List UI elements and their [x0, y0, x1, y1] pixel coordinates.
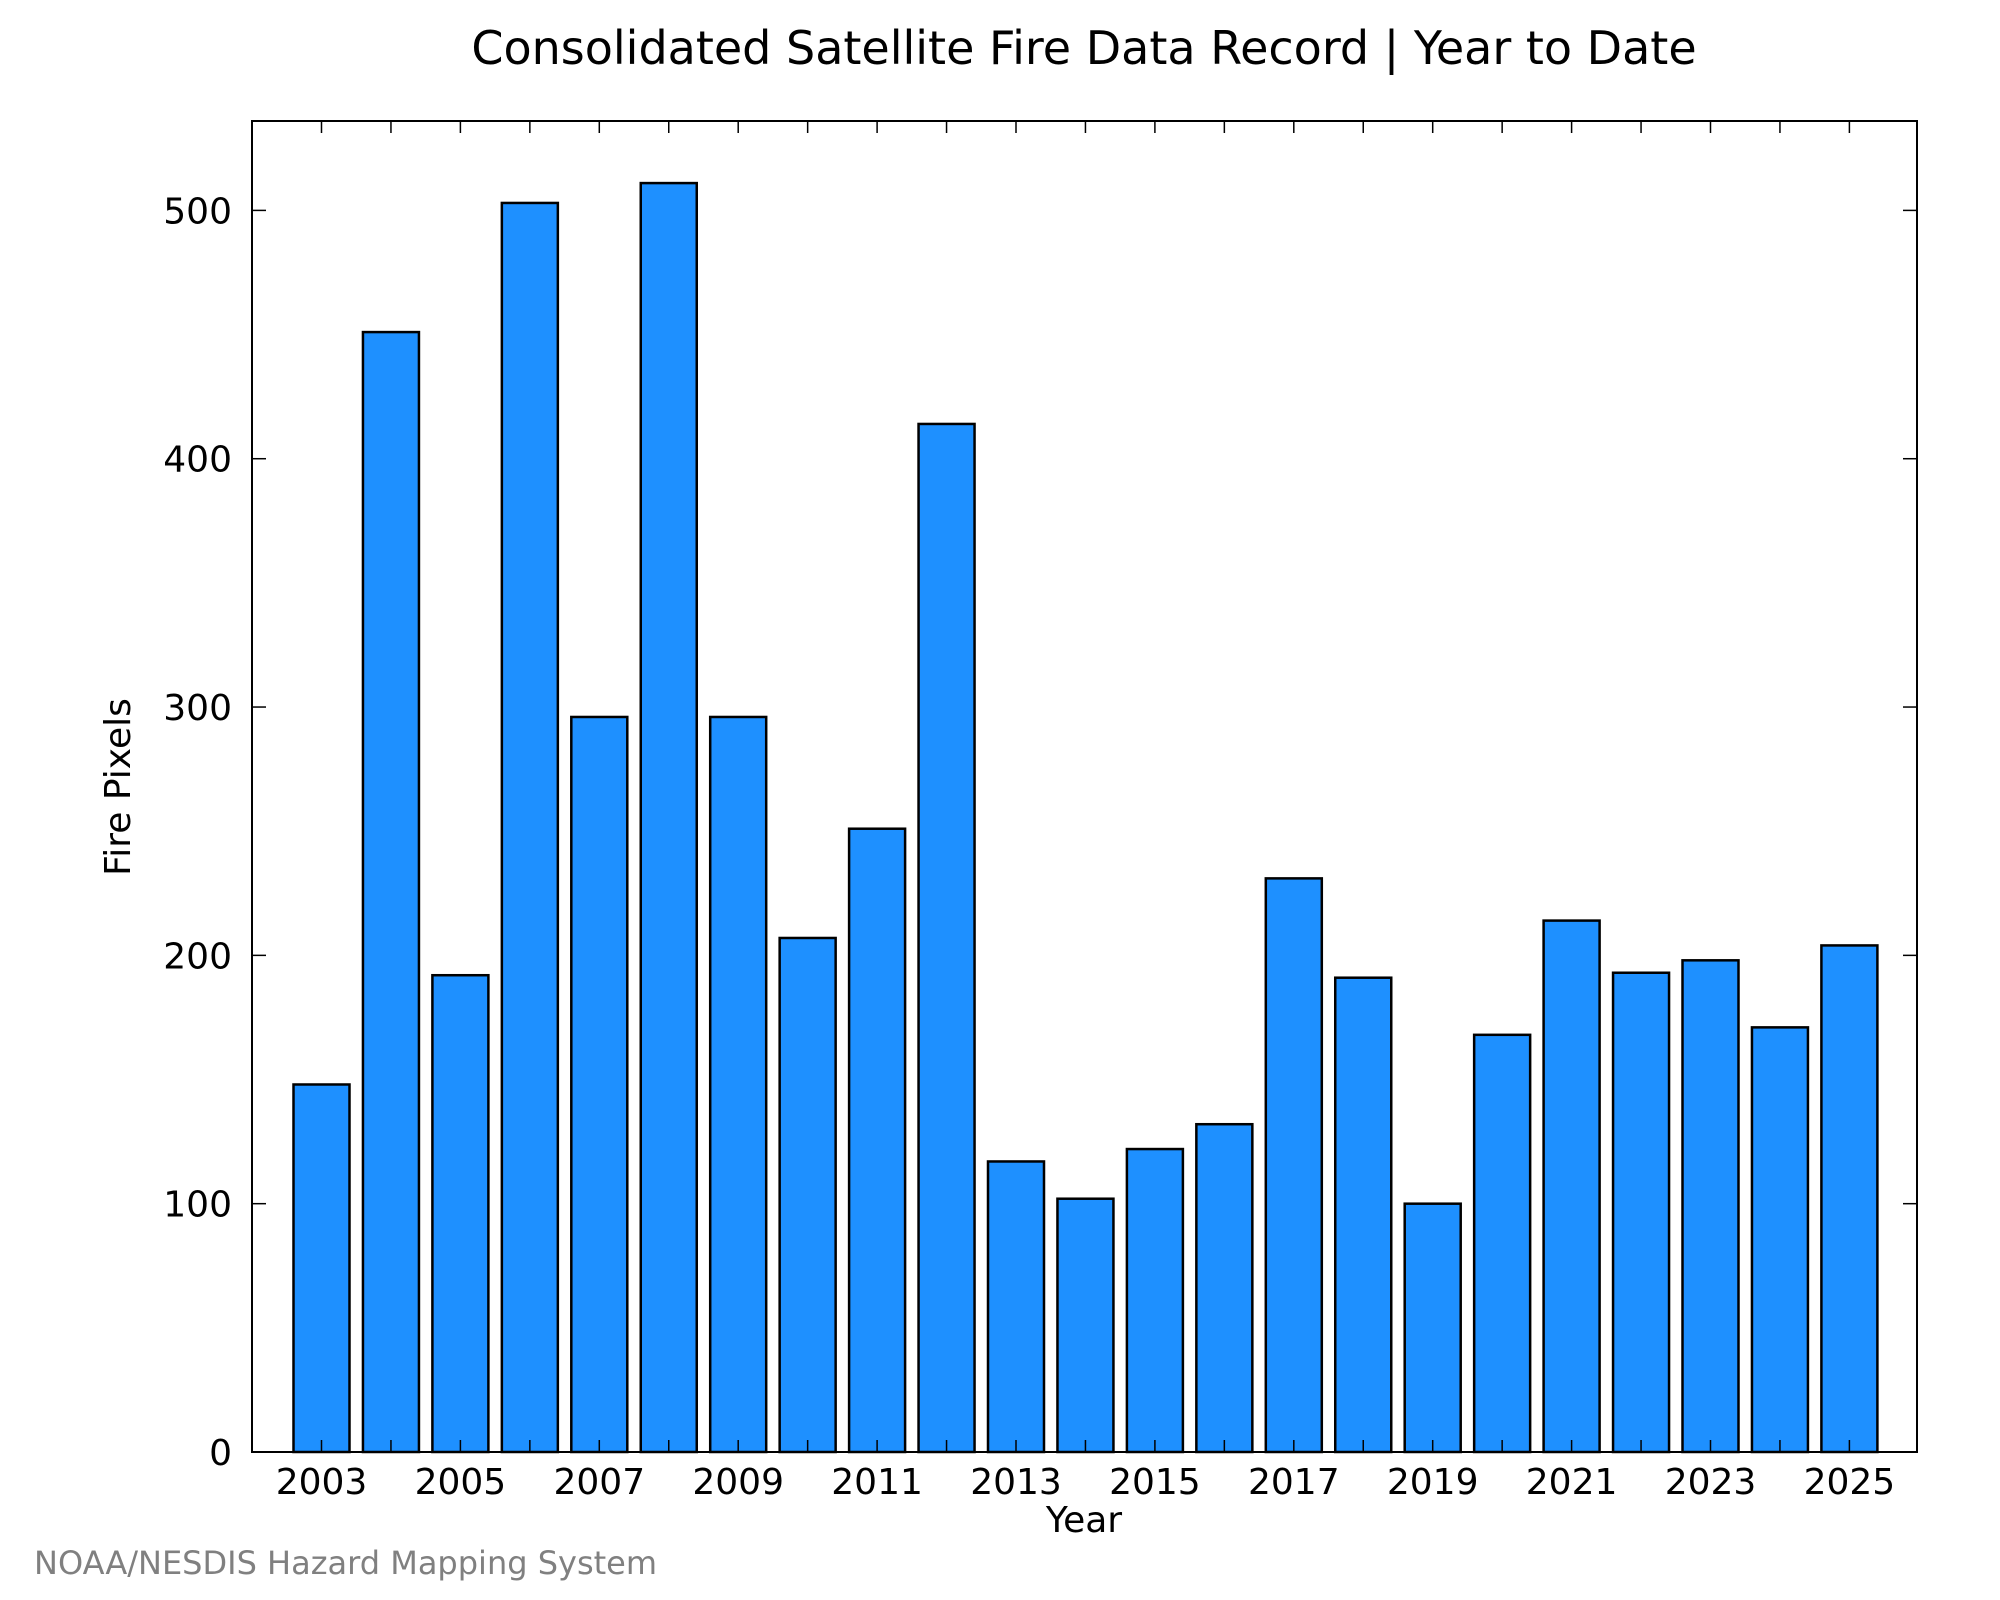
bar-2020: [1472, 1033, 1532, 1454]
bar-2012: [917, 422, 976, 1454]
bars-group: [292, 181, 1879, 1454]
bar-2017: [1264, 877, 1324, 1454]
x-tick-label-2007: 2007: [553, 1462, 645, 1503]
y-tick-label-100: 100: [163, 1185, 232, 1226]
bar-2021: [1542, 919, 1601, 1454]
bar-2025: [1820, 944, 1879, 1454]
bar-2009: [708, 715, 768, 1454]
y-tick-label-0: 0: [209, 1433, 232, 1474]
bar-2007: [570, 715, 629, 1454]
x-tick-label-2009: 2009: [692, 1462, 784, 1503]
bar-2008: [639, 181, 698, 1454]
bar-2022: [1611, 971, 1671, 1454]
bar-2014: [1056, 1197, 1115, 1454]
x-ticks-group: 2003 2005 2007 2009 2011 2013 2015 2017 2019 2021…: [276, 121, 1896, 1503]
bar-2004: [361, 330, 421, 1454]
x-axis-label: Year: [1045, 1500, 1122, 1541]
bar-2018: [1334, 976, 1393, 1454]
x-tick-label-2025: 2025: [1804, 1462, 1896, 1503]
bar-2013: [986, 1160, 1046, 1454]
y-tick-label-300: 300: [163, 688, 232, 729]
y-axis-label: Fire Pixels: [98, 698, 139, 876]
plot-frame: [251, 120, 1918, 1453]
y-tick-label-400: 400: [163, 440, 232, 481]
credit-text: NOAA/NESDIS Hazard Mapping System: [34, 1544, 657, 1582]
x-tick-label-2017: 2017: [1248, 1462, 1340, 1503]
bar-2015: [1125, 1147, 1185, 1454]
bar-2016: [1195, 1122, 1254, 1454]
bar-2005: [431, 973, 490, 1454]
chart-title: Consolidated Satellite Fire Data Record …: [471, 21, 1696, 76]
bar-2011: [847, 827, 907, 1454]
x-tick-label-2003: 2003: [276, 1462, 368, 1503]
bar-2006: [500, 201, 560, 1454]
bar-2024: [1750, 1026, 1810, 1454]
x-tick-label-2021: 2021: [1526, 1462, 1618, 1503]
y-tick-label-500: 500: [163, 191, 232, 232]
x-tick-label-2019: 2019: [1387, 1462, 1479, 1503]
bar-2003: [292, 1083, 351, 1454]
y-ticks-group: 0 100 200 300 400 500: [163, 191, 1917, 1474]
x-tick-label-2011: 2011: [831, 1462, 923, 1503]
x-tick-label-2005: 2005: [415, 1462, 507, 1503]
x-tick-label-2013: 2013: [970, 1462, 1062, 1503]
bar-2010: [778, 936, 837, 1454]
bar-2023: [1681, 959, 1740, 1454]
y-tick-label-200: 200: [163, 936, 232, 977]
x-tick-label-2023: 2023: [1665, 1462, 1757, 1503]
bar-2019: [1403, 1202, 1462, 1454]
x-tick-label-2015: 2015: [1109, 1462, 1201, 1503]
